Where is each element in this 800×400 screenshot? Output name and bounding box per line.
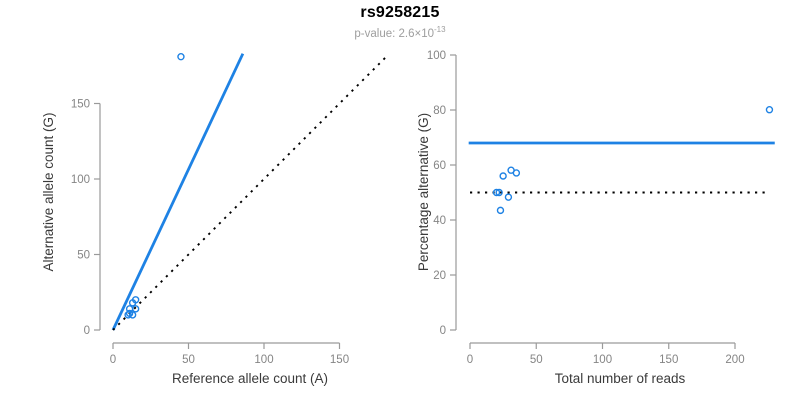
- plot-subtitle: p-value: 2.6×10-13: [0, 25, 800, 40]
- data-point: [177, 52, 185, 61]
- y-tick-label: 100: [71, 174, 90, 186]
- allelic-ratio-fit-line: [111, 53, 245, 331]
- x-tick-label: 150: [330, 354, 349, 366]
- data-point: [512, 169, 521, 177]
- figure-header: rs9258215 p-value: 2.6×10-13: [0, 4, 800, 40]
- right-panel: 0 50 100 150 200 0 20 40 60 80 100 Total number of …: [416, 50, 775, 386]
- y-tick-label: 0: [84, 325, 90, 337]
- x-axis-title: Total number of reads: [555, 371, 686, 386]
- y-tick-label: 100: [427, 50, 446, 62]
- data-point: [495, 188, 503, 197]
- x-tick-label: 200: [725, 354, 744, 366]
- pvalue-text: p-value: 2.6×10: [354, 27, 435, 40]
- pvalue-exponent: -13: [434, 25, 446, 34]
- data-point: [504, 193, 513, 201]
- data-point: [492, 188, 501, 197]
- data-point: [496, 206, 505, 215]
- x-tick-label: 50: [182, 354, 195, 366]
- data-point: [128, 311, 137, 319]
- y-tick-label: 40: [433, 215, 446, 227]
- x-tick-label: 150: [659, 354, 678, 366]
- x-tick-label: 100: [593, 354, 612, 366]
- y-axis-title: Alternative allele count (G): [41, 112, 56, 271]
- data-point: [499, 172, 507, 180]
- data-point: [131, 296, 140, 304]
- y-tick-label: 80: [433, 105, 446, 117]
- x-axis-title: Reference allele count (A): [172, 371, 328, 386]
- x-tick-label: 0: [110, 354, 116, 366]
- x-tick-label: 0: [467, 354, 473, 366]
- data-point: [131, 305, 140, 313]
- y-tick-label: 50: [77, 250, 90, 262]
- x-tick-label: 50: [530, 354, 543, 366]
- y-tick-label: 0: [440, 325, 446, 337]
- y-tick-label: 150: [71, 99, 90, 111]
- data-point: [765, 106, 774, 114]
- plot-title: rs9258215: [360, 4, 440, 21]
- x-tick-label: 100: [254, 354, 273, 366]
- identity-line: [112, 56, 387, 331]
- y-axis-title: Percentage alternative (G): [416, 113, 431, 271]
- y-tick-label: 60: [433, 160, 446, 172]
- y-tick-label: 20: [433, 270, 446, 282]
